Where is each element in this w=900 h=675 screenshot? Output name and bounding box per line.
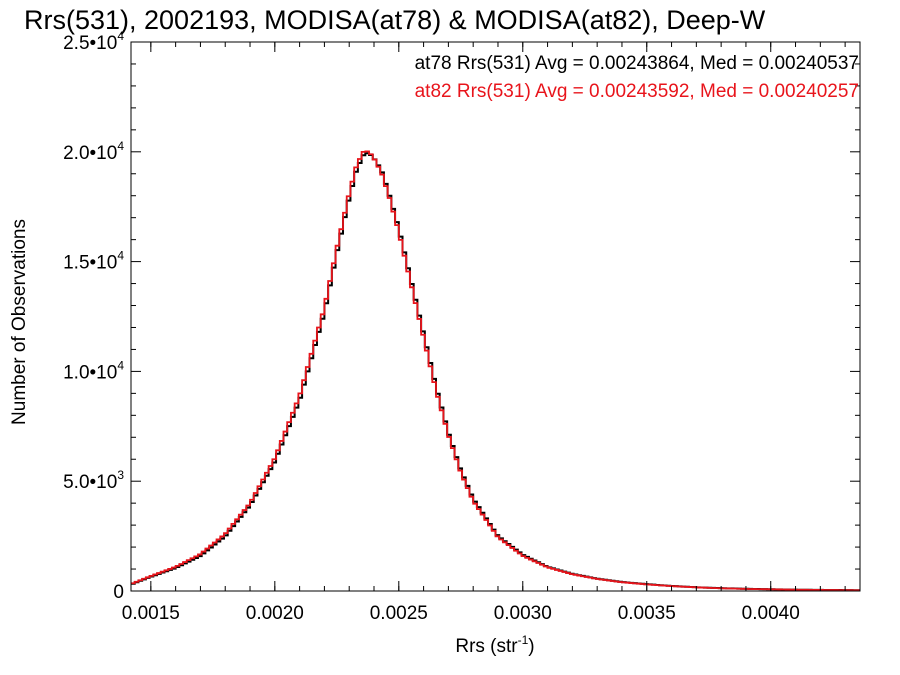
y-tick-label: 2.5•104: [63, 29, 124, 54]
y-tick-mantissa: 1.5•10: [63, 253, 117, 274]
y-tick-label: 1.5•104: [63, 249, 124, 274]
x-tick-label: 0.0040: [742, 603, 800, 624]
series-group: [131, 150, 860, 592]
x-tick-label: 0.0035: [618, 603, 676, 624]
y-tick-label: 1.0•104: [63, 358, 124, 383]
x-tick-label: 0.0020: [246, 603, 304, 624]
y-tick-mantissa: 0: [113, 582, 124, 603]
series-line-at82: [131, 150, 860, 592]
x-axis-label-sup: -1: [518, 633, 529, 647]
y-tick-label: 2.0•104: [63, 139, 124, 164]
chart-title: Rrs(531), 2002193, MODISA(at78) & MODISA…: [24, 5, 766, 35]
y-axis-label: Number of Observations: [9, 219, 30, 425]
x-tick-labels: 0.0015 0.0020 0.0025 0.0030 0.0035 0.0040: [122, 603, 800, 624]
y-tick-mantissa: 1.0•10: [63, 362, 117, 383]
plot-frame: [130, 41, 861, 592]
legend-entry-at82: at82 Rrs(531) Avg = 0.00243592, Med = 0.…: [415, 81, 859, 102]
x-axis-label: Rrs (str-1): [455, 633, 534, 657]
x-axis-label-close: ): [528, 636, 534, 657]
legend-entry-at78: at78 Rrs(531) Avg = 0.00243864, Med = 0.…: [415, 53, 859, 74]
y-tick-exponent: 4: [117, 358, 124, 372]
axis-ticks: [131, 41, 860, 592]
y-tick-exponent: 3: [117, 468, 124, 482]
y-tick-mantissa: 2.0•10: [63, 143, 117, 164]
x-tick-label: 0.0015: [122, 603, 180, 624]
y-tick-exponent: 4: [117, 249, 124, 263]
y-tick-mantissa: 5.0•10: [63, 472, 117, 493]
legend: at78 Rrs(531) Avg = 0.00243864, Med = 0.…: [415, 53, 859, 102]
y-tick-exponent: 4: [117, 29, 124, 43]
x-axis-label-base: Rrs (str: [455, 636, 518, 657]
x-tick-label: 0.0030: [494, 603, 552, 624]
y-tick-mantissa: 2.5•10: [63, 33, 117, 54]
y-tick-exponent: 4: [117, 139, 124, 153]
x-tick-label: 0.0025: [370, 603, 428, 624]
y-tick-label: 5.0•103: [63, 468, 124, 493]
series-line-at78: [131, 152, 860, 592]
y-tick-label: 0: [113, 582, 124, 603]
